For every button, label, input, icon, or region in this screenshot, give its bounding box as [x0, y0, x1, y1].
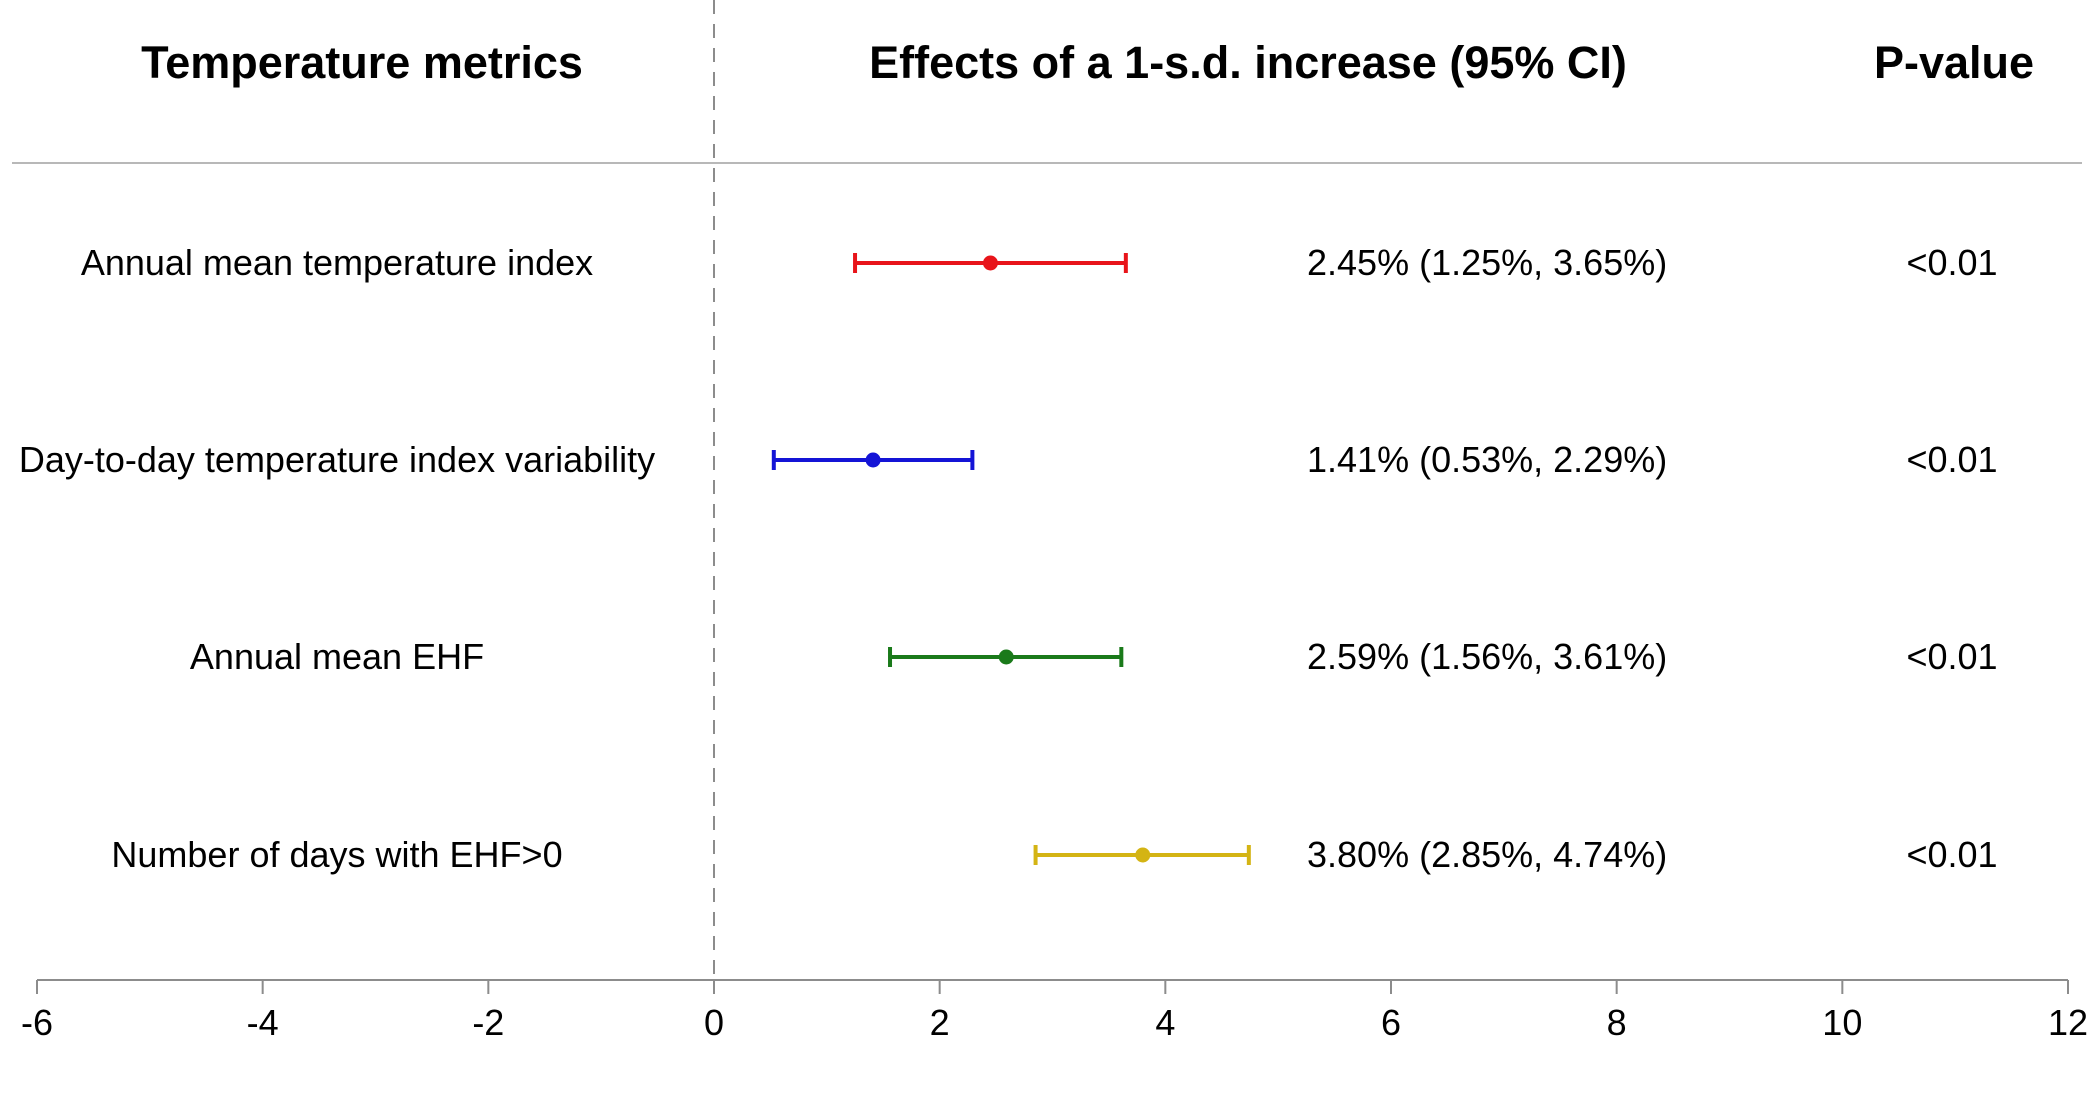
- metric-label: Annual mean temperature index: [81, 242, 593, 283]
- p-value-text: <0.01: [1906, 636, 1997, 677]
- metric-label: Number of days with EHF>0: [111, 834, 562, 875]
- point-estimate: [982, 255, 998, 271]
- x-tick-label: 8: [1607, 1002, 1627, 1043]
- effect-ci-text: 3.80% (2.85%, 4.74%): [1307, 834, 1667, 875]
- x-tick-label: 4: [1155, 1002, 1175, 1043]
- x-tick-label: -2: [472, 1002, 504, 1043]
- x-tick-label: 12: [2048, 1002, 2088, 1043]
- p-value-text: <0.01: [1906, 242, 1997, 283]
- header-p-value: P-value: [1874, 37, 2034, 88]
- effect-ci-text: 2.59% (1.56%, 3.61%): [1307, 636, 1667, 677]
- x-tick-label: 10: [1822, 1002, 1862, 1043]
- header-effects: Effects of a 1-s.d. increase (95% CI): [869, 37, 1627, 88]
- effect-ci-text: 2.45% (1.25%, 3.65%): [1307, 242, 1667, 283]
- point-estimate: [1135, 847, 1151, 863]
- metric-label: Day-to-day temperature index variability: [19, 439, 655, 480]
- p-value-text: <0.01: [1906, 834, 1997, 875]
- metric-label: Annual mean EHF: [190, 636, 484, 677]
- x-tick-label: 2: [930, 1002, 950, 1043]
- header-temperature-metrics: Temperature metrics: [141, 37, 583, 88]
- x-tick-label: -4: [247, 1002, 279, 1043]
- effect-ci-text: 1.41% (0.53%, 2.29%): [1307, 439, 1667, 480]
- x-tick-label: 6: [1381, 1002, 1401, 1043]
- p-value-text: <0.01: [1906, 439, 1997, 480]
- point-estimate: [998, 649, 1014, 665]
- x-tick-label: -6: [21, 1002, 53, 1043]
- x-tick-label: 0: [704, 1002, 724, 1043]
- point-estimate: [865, 452, 881, 468]
- plot-area: -6 -4 -2 0 2 4 6 8 10 12 Annual mean temperature i…: [19, 0, 2088, 1043]
